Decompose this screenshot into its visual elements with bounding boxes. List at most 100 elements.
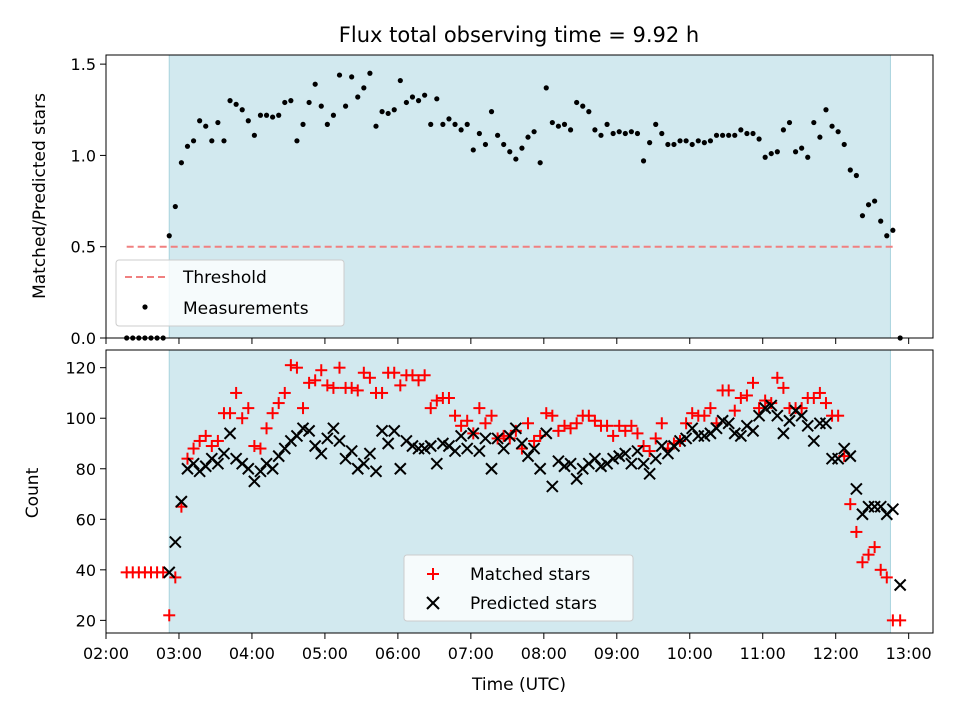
predicted-star-point bbox=[473, 444, 486, 458]
predicted-star-point bbox=[248, 475, 261, 488]
predicted-star-point bbox=[850, 482, 863, 496]
matched-star-point bbox=[455, 419, 468, 432]
measurement-point bbox=[567, 127, 574, 133]
matched-star-point bbox=[619, 424, 632, 437]
matched-star-point bbox=[333, 361, 346, 374]
matched-star-point bbox=[412, 374, 425, 387]
measurement-point bbox=[197, 118, 203, 124]
bottom-x-tick-label: 11:00 bbox=[740, 644, 786, 663]
predicted-star-point bbox=[527, 442, 541, 455]
matched-star-point bbox=[169, 571, 182, 584]
measurement-point bbox=[622, 130, 628, 137]
matched-star-point bbox=[449, 409, 462, 422]
matched-star-point bbox=[546, 409, 559, 422]
predicted-star-point bbox=[223, 427, 237, 440]
measurement-point bbox=[221, 138, 227, 144]
predicted-star-point bbox=[838, 442, 851, 455]
measurement-point bbox=[276, 112, 282, 118]
matched-star-point bbox=[522, 417, 535, 430]
measurement-point bbox=[300, 121, 306, 127]
predicted-star-point bbox=[339, 452, 352, 465]
matched-star-point bbox=[747, 376, 760, 389]
matched-star-point bbox=[728, 404, 741, 417]
measurement-point bbox=[488, 109, 495, 115]
measurement-point bbox=[841, 141, 847, 148]
measurement-point bbox=[458, 127, 464, 133]
matched-star-point bbox=[868, 541, 881, 554]
measurement-point bbox=[172, 203, 178, 210]
matched-star-point bbox=[613, 419, 626, 432]
predicted-star-point bbox=[546, 480, 559, 493]
matched-star-point bbox=[473, 402, 486, 415]
top-plot-frame bbox=[105, 54, 934, 339]
matched-star-point bbox=[303, 376, 316, 389]
predicted-star-point bbox=[430, 457, 444, 470]
predicted-star-point bbox=[363, 447, 377, 460]
measurement-point bbox=[324, 121, 330, 127]
measurement-point bbox=[263, 112, 270, 118]
measurement-point bbox=[312, 81, 318, 87]
bottom-legend: Matched stars Predicted stars bbox=[403, 554, 634, 622]
predicted-star-point bbox=[564, 457, 577, 470]
measurement-point bbox=[799, 145, 805, 151]
measurement-point bbox=[817, 134, 823, 140]
predicted-star-point bbox=[509, 422, 523, 435]
measurement-point bbox=[701, 140, 707, 146]
matched-star-point bbox=[844, 498, 857, 511]
measurement-point bbox=[397, 77, 403, 84]
predicted-star-point bbox=[844, 449, 857, 463]
matched-star-point bbox=[327, 381, 340, 394]
predicted-star-point bbox=[497, 442, 510, 455]
bottom-panel: 20 40 60 80 100 120 02:00 03:00 04:00 05:00 06:00 0… bbox=[23, 349, 934, 695]
measurement-point bbox=[549, 119, 555, 126]
measurement-point bbox=[440, 121, 446, 127]
bottom-y-tick-label: 80 bbox=[76, 460, 96, 479]
bottom-x-tick-label: 10:00 bbox=[667, 644, 713, 663]
measurement-point bbox=[379, 109, 385, 115]
predicted-star-point bbox=[394, 462, 407, 475]
measurement-point bbox=[245, 118, 251, 124]
measurement-point bbox=[233, 101, 239, 107]
matched-star-point bbox=[874, 563, 887, 576]
matched-star-point bbox=[357, 366, 370, 379]
matched-star-point bbox=[230, 386, 243, 399]
measurement-point bbox=[683, 138, 689, 144]
measurement-point bbox=[257, 112, 264, 118]
measurement-point bbox=[726, 132, 732, 138]
matched-star-point bbox=[570, 417, 583, 430]
measurement-point bbox=[318, 103, 324, 109]
measurement-point bbox=[890, 227, 896, 233]
bottom-y-tick-label: 100 bbox=[65, 409, 96, 428]
measurement-point bbox=[847, 167, 853, 173]
measurement-point bbox=[853, 172, 859, 179]
predicted-star-point bbox=[679, 432, 693, 445]
measurement-point bbox=[865, 202, 872, 208]
matched-star-point bbox=[686, 407, 699, 420]
predicted-star-point bbox=[540, 427, 553, 440]
top-y-tick-label: 1.5 bbox=[71, 55, 96, 74]
measurement-point bbox=[732, 132, 738, 138]
chart-title: Flux total observing time = 9.92 h bbox=[339, 23, 699, 47]
legend-measurements-label: Measurements bbox=[183, 299, 309, 319]
bottom-x-tick-label: 02:00 bbox=[83, 644, 129, 663]
measurement-point bbox=[829, 123, 835, 129]
predicted-star-point bbox=[819, 417, 833, 430]
bottom-x-tick-label: 05:00 bbox=[302, 644, 348, 663]
measurement-point bbox=[689, 141, 695, 148]
predicted-star-point bbox=[685, 422, 699, 435]
legend-matched-label: Matched stars bbox=[470, 565, 590, 585]
predicted-star-point bbox=[327, 422, 340, 435]
matched-star-point bbox=[485, 409, 498, 422]
matched-star-point bbox=[777, 381, 790, 394]
predicted-star-point bbox=[649, 452, 662, 465]
measurement-point bbox=[470, 147, 476, 153]
predicted-star-point bbox=[467, 427, 480, 440]
predicted-star-point bbox=[655, 439, 668, 453]
measurement-point bbox=[659, 130, 665, 137]
measurement-point bbox=[786, 119, 793, 126]
matched-star-point bbox=[734, 392, 747, 405]
predicted-star-point bbox=[448, 444, 462, 458]
predicted-star-point bbox=[479, 432, 492, 445]
measurement-point bbox=[580, 103, 586, 109]
bottom-x-tick-label: 13:00 bbox=[886, 644, 932, 663]
